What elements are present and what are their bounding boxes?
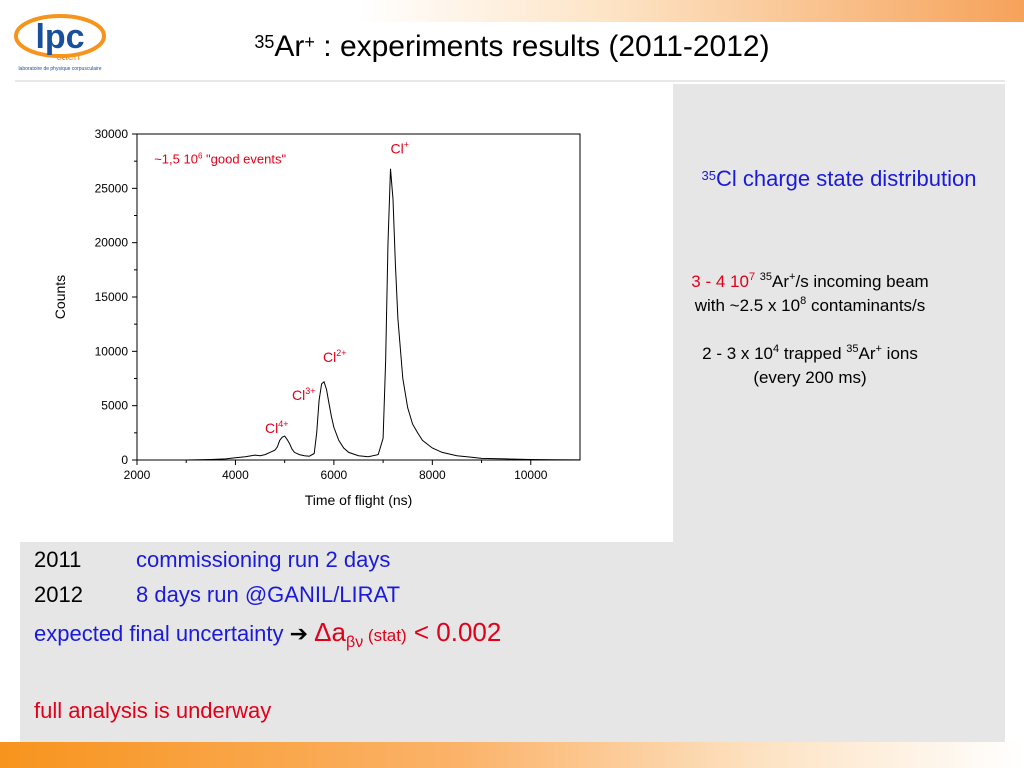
beam-rest: /s incoming beam [795, 272, 929, 291]
beam-info: 3 - 4 107 35Ar+/s incoming beam with ~2.… [673, 271, 947, 388]
beam-rate: 3 - 4 107 [691, 271, 756, 291]
title-rest: : experiments results (2011-2012) [314, 30, 770, 63]
note-exp: 6 [198, 151, 203, 160]
spectrum-line [137, 168, 581, 461]
title-divider [15, 80, 1005, 82]
good-events-note: ~1,5 106 "good events" [154, 151, 286, 166]
x-tick-label-4: 10000 [514, 468, 548, 482]
peak-label-3: Cl4+ [265, 419, 289, 436]
side-heading-text: Cl charge state distribution [716, 166, 977, 191]
uncertainty-text: expected final uncertainty [34, 621, 290, 646]
logo-subtext: caen [56, 51, 80, 63]
x-tick-label-3: 8000 [419, 468, 446, 482]
y-tick-label-3: 15000 [95, 290, 129, 304]
side-heading: 35Cl charge state distribution [673, 166, 1005, 192]
analysis-status: full analysis is underway [34, 698, 272, 723]
y-tick-label-4: 20000 [95, 236, 129, 250]
y-tick-label-5: 25000 [95, 181, 129, 195]
peak-labels: Cl+ Cl2+ Cl3+Cl4+ [265, 140, 409, 436]
bottom-gradient-bar [0, 742, 1024, 768]
side-panel [673, 84, 1005, 542]
side-heading-sup: 35 [701, 168, 716, 183]
x-tick-label-0: 2000 [124, 468, 151, 482]
beam-line-1: 3 - 4 107 35Ar+/s incoming beam [673, 271, 947, 292]
y-tick-label-2: 10000 [95, 344, 129, 358]
plot-frame [136, 133, 581, 461]
stat-label: (stat) [363, 626, 407, 645]
trap-line-2: (every 200 ms) [753, 368, 867, 387]
run-2011-year: 2011 [34, 547, 82, 572]
delta-a: Δa [314, 617, 346, 647]
logo-caption: laboratoire de physique corpusculaire [18, 66, 101, 72]
note-b: "good events" [202, 151, 286, 166]
note-a: ~1,5 10 [154, 151, 198, 166]
lpc-logo: lpc caen laboratoire de physique corpusc… [12, 10, 107, 72]
top-gradient-bar [0, 0, 1024, 22]
beam-line-2: with ~2.5 x 108 contaminants/s [694, 295, 926, 315]
run-2011-text: commissioning run 2 days [136, 547, 391, 572]
beam-charge: + [789, 271, 796, 283]
x-axis-ticks: 2000 4000 6000 8000 10000 [124, 460, 548, 482]
beam-species: Ar [772, 272, 790, 291]
trap-line-1: 2 - 3 x 104 trapped 35Ar+ ions [702, 343, 918, 363]
beam-isotope-sup: 35 [759, 271, 773, 283]
run-2011-row: 2011 commissioning run 2 days [34, 547, 390, 573]
y-axis-ticks: 0 5000 10000 15000 20000 25000 30000 [95, 127, 137, 467]
run-2012-row: 2012 8 days run @GANIL/LIRAT [34, 582, 400, 608]
page-title: 35Ar+ : experiments results (2011-2012) [0, 30, 1024, 64]
y-axis-label: Counts [52, 275, 68, 319]
uncertainty-row: expected final uncertainty ➔ Δaβν (stat)… [34, 617, 501, 652]
title-superscript: 35 [254, 32, 275, 52]
title-species: Ar [274, 30, 305, 63]
beta-nu: βν [346, 634, 364, 651]
logo-text: lpc [35, 18, 84, 56]
peak-label-1: Cl2+ [323, 348, 347, 365]
peak-label-0: Cl+ [390, 140, 409, 157]
run-2012-text: 8 days run @GANIL/LIRAT [136, 582, 401, 607]
peak-label-2: Cl3+ [292, 386, 316, 403]
y-tick-label-1: 5000 [101, 399, 128, 413]
chart-container: 2000 4000 6000 8000 10000 0 5000 10000 15000 200… [22, 84, 673, 542]
x-tick-label-2: 6000 [321, 468, 348, 482]
uncertainty-value: < 0.002 [406, 617, 502, 647]
tof-spectrum-chart: 2000 4000 6000 8000 10000 0 5000 10000 15000 200… [52, 127, 581, 508]
y-tick-label-6: 30000 [95, 127, 129, 141]
run-2012-year: 2012 [34, 582, 83, 607]
x-tick-label-1: 4000 [222, 468, 249, 482]
bottom-panel [20, 542, 1005, 742]
arrow-icon: ➔ [289, 621, 309, 646]
x-axis-label: Time of flight (ns) [305, 492, 413, 508]
y-tick-label-0: 0 [121, 453, 128, 467]
title-charge: + [304, 32, 315, 52]
